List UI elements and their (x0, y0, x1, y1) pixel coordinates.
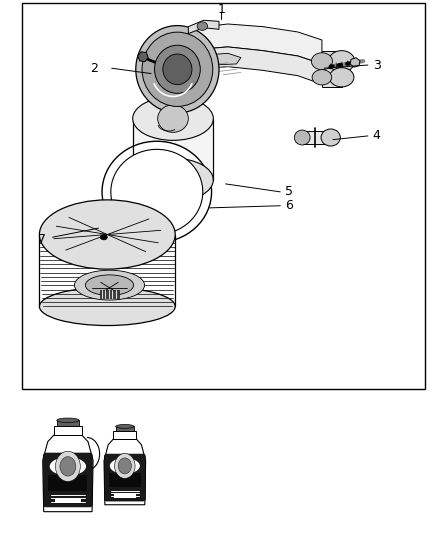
Bar (133, 118, 213, 180)
Ellipse shape (57, 418, 79, 423)
Circle shape (56, 451, 80, 481)
Ellipse shape (74, 270, 145, 300)
Ellipse shape (328, 51, 355, 72)
Ellipse shape (133, 97, 213, 140)
Polygon shape (188, 20, 219, 34)
Bar (109, 473, 141, 487)
Polygon shape (350, 58, 360, 67)
Polygon shape (188, 53, 241, 65)
Ellipse shape (116, 424, 134, 429)
Bar (113, 431, 137, 439)
Bar (57, 420, 79, 426)
Ellipse shape (311, 53, 332, 70)
Polygon shape (160, 24, 322, 64)
Bar (22, 3, 425, 389)
Ellipse shape (39, 287, 175, 326)
Polygon shape (104, 439, 145, 505)
Bar (114, 494, 136, 497)
Ellipse shape (294, 130, 310, 145)
Ellipse shape (312, 70, 332, 85)
Bar (100, 290, 119, 298)
Ellipse shape (111, 149, 203, 235)
Ellipse shape (102, 141, 212, 243)
Text: 6: 6 (285, 199, 293, 212)
Text: 3: 3 (373, 59, 381, 71)
Ellipse shape (155, 45, 200, 93)
Polygon shape (160, 37, 184, 70)
Polygon shape (184, 47, 322, 84)
Text: 4: 4 (373, 130, 381, 142)
Ellipse shape (142, 32, 213, 107)
Text: 7: 7 (38, 233, 46, 246)
Text: 1: 1 (217, 3, 225, 16)
Bar (322, 51, 342, 72)
Ellipse shape (321, 129, 340, 146)
Ellipse shape (158, 105, 188, 132)
Ellipse shape (197, 22, 208, 30)
Bar (116, 426, 134, 431)
Bar (55, 498, 81, 503)
Ellipse shape (110, 458, 140, 474)
Ellipse shape (85, 275, 134, 295)
Polygon shape (138, 52, 148, 62)
Ellipse shape (50, 457, 86, 475)
Text: 2: 2 (90, 62, 98, 75)
Ellipse shape (136, 26, 219, 113)
Bar (54, 426, 82, 435)
Bar (48, 475, 88, 491)
Ellipse shape (100, 235, 107, 240)
Circle shape (60, 457, 76, 476)
Ellipse shape (329, 68, 354, 87)
Ellipse shape (163, 54, 192, 85)
FancyBboxPatch shape (43, 453, 92, 507)
Circle shape (115, 454, 135, 479)
FancyBboxPatch shape (104, 454, 145, 501)
Text: 5: 5 (285, 185, 293, 198)
Bar (302, 131, 331, 144)
Bar (39, 235, 175, 306)
Bar (322, 68, 342, 87)
Ellipse shape (39, 200, 175, 269)
Ellipse shape (133, 158, 213, 201)
Polygon shape (42, 435, 93, 512)
Circle shape (118, 458, 131, 474)
